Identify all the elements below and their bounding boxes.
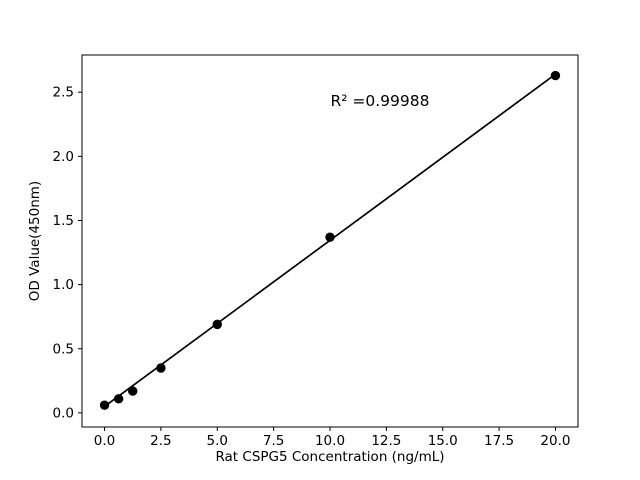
- x-tick-label: 5.0: [207, 433, 228, 449]
- x-tick-label: 17.5: [484, 433, 514, 449]
- data-point: [99, 400, 110, 410]
- y-tick-label: 2.0: [53, 149, 74, 165]
- x-tick-label: 7.5: [263, 433, 284, 449]
- y-axis-title: OD Value(450nm): [27, 180, 43, 302]
- x-tick-label: 0.0: [94, 433, 115, 449]
- data-point: [128, 386, 138, 396]
- x-tick-label: 20.0: [540, 433, 570, 449]
- plot-border: [81, 54, 579, 428]
- x-tick-label: 10.0: [315, 433, 345, 449]
- data-point: [325, 232, 335, 242]
- x-tick-label: 15.0: [428, 433, 458, 449]
- x-tick-label: 12.5: [371, 433, 401, 449]
- y-tick-label: 0.0: [53, 405, 74, 421]
- x-tick-label: 2.5: [150, 433, 171, 449]
- y-tick-label: 1.0: [53, 277, 74, 293]
- r-squared-annotation: R² =0.99988: [330, 92, 430, 110]
- data-point: [156, 363, 166, 373]
- y-tick-label: 1.5: [53, 213, 74, 229]
- y-tick-label: 2.5: [53, 85, 74, 101]
- data-point: [550, 70, 561, 81]
- data-point: [113, 394, 124, 404]
- data-point: [212, 319, 222, 330]
- x-axis-title: Rat CSPG5 Concentration (ng/mL): [215, 449, 445, 465]
- y-tick-label: 0.5: [53, 341, 74, 357]
